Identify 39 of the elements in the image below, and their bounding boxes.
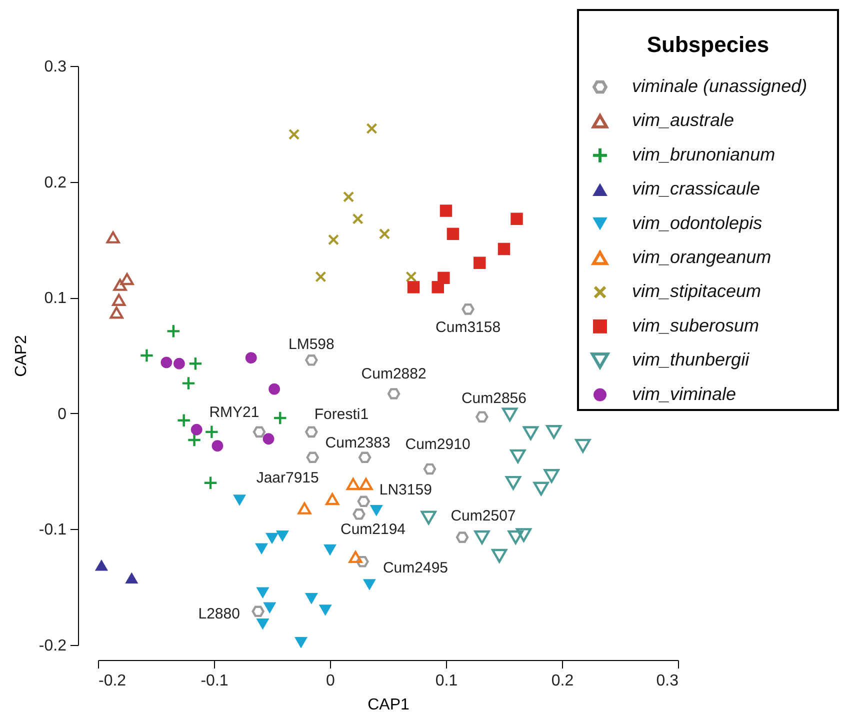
legend-label: vim_australe bbox=[632, 110, 734, 130]
legend-label: vim_suberosum bbox=[632, 315, 760, 336]
legend-label: vim_odontolepis bbox=[632, 212, 762, 233]
legend-label: vim_stipitaceum bbox=[632, 281, 762, 302]
x-tick-label: 0.3 bbox=[656, 672, 679, 690]
x-tick-label: 0.1 bbox=[435, 672, 458, 690]
annotation: Jaar7915 bbox=[256, 469, 319, 486]
y-tick-label: 0.2 bbox=[44, 174, 67, 192]
annotation: Cum2910 bbox=[405, 436, 470, 453]
y-axis-title: CAP2 bbox=[12, 335, 30, 377]
y-tick-label: -0.1 bbox=[38, 522, 67, 539]
x-tick-label: 0.2 bbox=[551, 672, 574, 690]
annotation: Cum2856 bbox=[461, 390, 526, 407]
legend-title: Subspecies bbox=[646, 32, 770, 57]
x-tick-label: -0.1 bbox=[200, 672, 228, 690]
legend-label: vim_thunbergii bbox=[632, 350, 750, 370]
annotation: Cum3158 bbox=[436, 319, 501, 336]
y-tick-label: 0.3 bbox=[44, 58, 67, 76]
annotation: Foresti1 bbox=[314, 406, 369, 423]
x-tick-label: -0.2 bbox=[98, 672, 126, 690]
annotation: Cum2495 bbox=[382, 560, 448, 577]
annotation: L2880 bbox=[198, 605, 240, 622]
annotation: Cum2507 bbox=[450, 507, 516, 524]
legend-label: vim_viminale bbox=[632, 384, 736, 404]
legend-label: vim_orangeanum bbox=[632, 247, 772, 267]
y-tick-label: 0.1 bbox=[44, 290, 67, 308]
x-tick-label: 0 bbox=[326, 672, 336, 690]
y-tick-label: -0.2 bbox=[38, 638, 67, 654]
x-axis-title: CAP1 bbox=[368, 696, 410, 712]
y-tick-label: 0 bbox=[58, 406, 67, 423]
annotation: Cum2194 bbox=[340, 521, 406, 538]
annotation: LM598 bbox=[288, 336, 334, 354]
legend-label: vim_crassicaule bbox=[632, 178, 760, 199]
annotation: Cum2383 bbox=[325, 434, 390, 452]
annotation: Cum2882 bbox=[361, 366, 426, 383]
legend-label: viminale (unassigned) bbox=[632, 76, 808, 96]
annotation: RMY21 bbox=[209, 404, 260, 421]
legend-label: vim_brunonianum bbox=[632, 144, 776, 164]
annotation: LN3159 bbox=[379, 481, 432, 498]
